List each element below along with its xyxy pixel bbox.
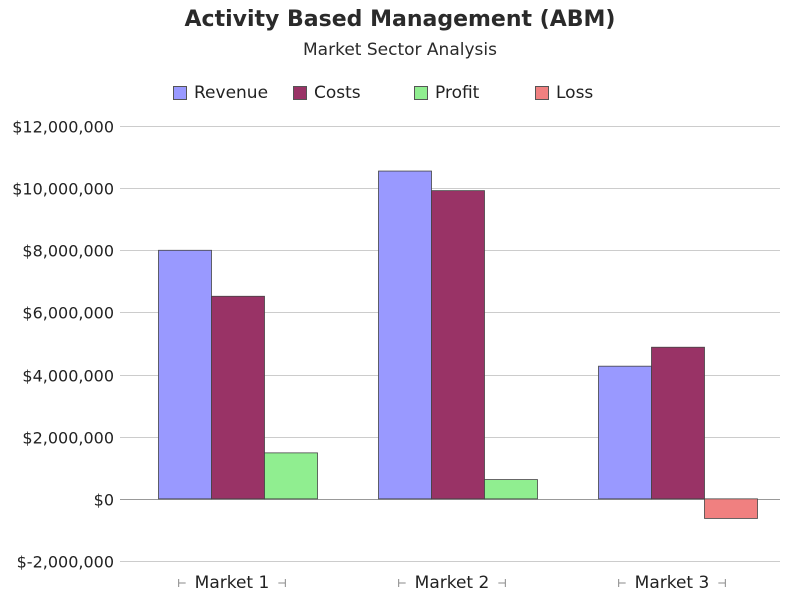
bar-revenue-market-3 <box>598 365 652 500</box>
y-tick-label: $12,000,000 <box>12 118 114 137</box>
legend-label-revenue: Revenue <box>194 83 269 103</box>
y-tick-label: $0 <box>94 491 114 510</box>
legend-item-profit: Profit <box>414 83 479 103</box>
legend-label-profit: Profit <box>435 83 480 103</box>
chart-title: Activity Based Management (ABM) <box>184 7 616 32</box>
legend-label-loss: Loss <box>556 83 594 103</box>
x-tick-label: Market 1 <box>195 573 270 593</box>
y-tick-label: $6,000,000 <box>22 304 114 323</box>
bar-profit-market-2 <box>484 479 538 500</box>
legend-item-loss: Loss <box>535 83 593 103</box>
y-tick-label: $2,000,000 <box>22 429 114 448</box>
legend-swatch-revenue <box>173 86 187 100</box>
bar-revenue-market-1 <box>158 249 212 500</box>
bar-revenue-market-2 <box>378 170 432 500</box>
y-tick-label: $8,000,000 <box>22 242 114 261</box>
bar-costs-market-3 <box>651 346 705 500</box>
y-tick-label: $-2,000,000 <box>17 553 114 572</box>
legend-swatch-profit <box>414 86 428 100</box>
x-tick-label: Market 3 <box>635 573 710 593</box>
bar-costs-market-1 <box>211 295 265 500</box>
bar-profit-market-1 <box>264 452 318 500</box>
x-tick-label: Market 2 <box>415 573 490 593</box>
legend-item-revenue: Revenue <box>173 83 268 103</box>
legend-label-costs: Costs <box>314 83 361 103</box>
y-tick-label: $10,000,000 <box>12 180 114 199</box>
legend-swatch-costs <box>293 86 307 100</box>
bar-loss-market-3 <box>704 498 758 519</box>
chart-legend: Revenue Costs Profit Loss <box>0 83 800 103</box>
legend-item-costs: Costs <box>293 83 361 103</box>
chart-subtitle: Market Sector Analysis <box>303 40 497 60</box>
legend-swatch-loss <box>535 86 549 100</box>
y-tick-label: $4,000,000 <box>22 367 114 386</box>
bar-costs-market-2 <box>431 190 485 500</box>
